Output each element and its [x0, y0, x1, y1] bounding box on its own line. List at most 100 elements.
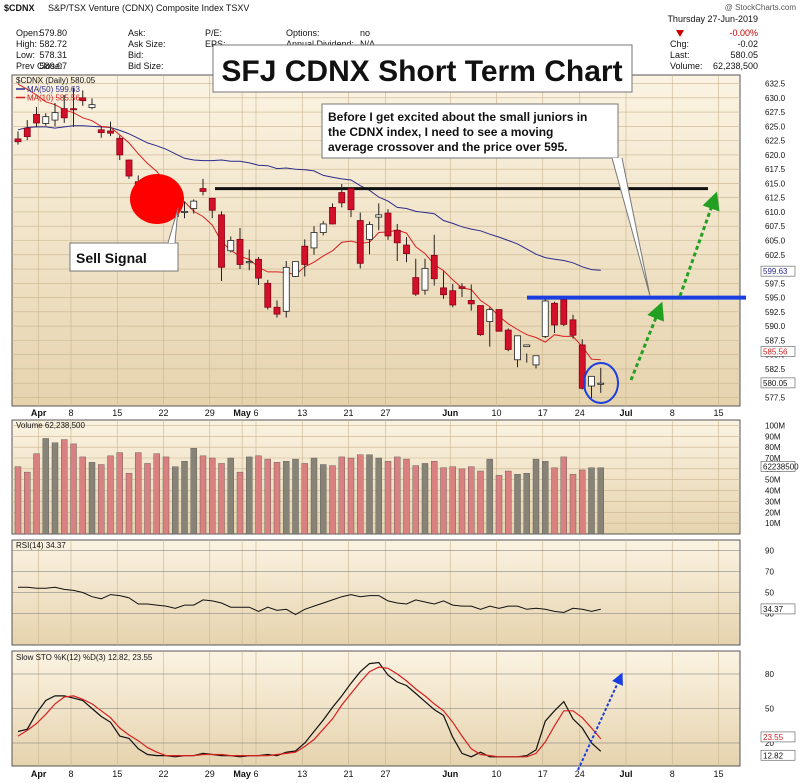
candle-body [458, 286, 466, 289]
note-box [321, 103, 619, 159]
x-tick-label: 21 [343, 408, 353, 418]
y-tick-label: 90M [765, 432, 781, 441]
candle-body [440, 287, 447, 296]
y-tick-label: 605.0 [765, 237, 786, 246]
volume-bar [347, 457, 355, 535]
candle-body [51, 112, 59, 121]
y-tick-label: 582.5 [765, 365, 786, 374]
last-label: Last: [670, 50, 690, 60]
volume-bar [320, 464, 327, 535]
x-tick-label: 13 [297, 408, 307, 418]
volume-bar [246, 456, 253, 535]
x-tick-label: 8 [68, 408, 73, 418]
candle-body [597, 382, 605, 385]
last-value: 580.05 [730, 50, 758, 60]
ma10-value-tag-box [760, 346, 796, 357]
y-tick-label: 630.0 [765, 94, 786, 103]
y-tick-label: 70M [765, 454, 781, 463]
volume-bar [532, 458, 540, 535]
volume-bar [329, 465, 336, 535]
options-label: Options: [286, 28, 320, 38]
y-tick-label: 592.5 [765, 308, 786, 317]
y-tick-label: 90 [765, 547, 774, 556]
volume-bar [135, 452, 142, 535]
candle-body [403, 244, 410, 255]
stochastic-panel-title: Slow STO %K(12) %D(3) 12.82, 23.55 [16, 653, 153, 662]
chg-value: -0.02 [737, 39, 758, 49]
candle-body [569, 319, 577, 336]
volume-bar [514, 474, 521, 535]
volume-value-tag-box [760, 461, 796, 472]
y-tick-label: 100M [765, 421, 785, 430]
y-tick-label: 10M [765, 519, 781, 528]
projection-arrow-2 [678, 191, 720, 297]
x-tick-label: 15 [713, 408, 723, 418]
ma50-value-tag-box [760, 265, 796, 277]
y-tick-label: 20 [765, 739, 774, 748]
candle-body [366, 224, 373, 240]
options-value: no [360, 28, 370, 38]
note-line-3: average crossover and the price over 595… [328, 140, 567, 154]
x-tick-label: 8 [670, 769, 675, 779]
volume-bar [375, 457, 382, 535]
sell-signal-marker [130, 174, 184, 224]
sell-label: Sell Signal [76, 250, 147, 266]
candle-body [467, 300, 475, 305]
volume-bar [98, 464, 105, 535]
candle-body [282, 266, 290, 312]
candle-body [523, 344, 531, 348]
candle-body [273, 306, 281, 315]
open-label: Open: [16, 28, 41, 38]
candle-body [227, 240, 235, 252]
dividend-value: N/A [360, 39, 375, 49]
candle-body [551, 302, 558, 326]
high-label: High: [16, 39, 37, 49]
volume-bar [449, 466, 456, 535]
ask-label: Ask: [128, 28, 146, 38]
low-value: 578.31 [39, 50, 67, 60]
x-tick-label: Jun [442, 408, 458, 418]
volume-bar [61, 439, 68, 535]
x-tick-label: Jul [619, 408, 632, 418]
volume-bar [125, 473, 133, 535]
bid-label: Bid: [128, 50, 144, 60]
candle-body [107, 130, 114, 134]
volume-bar [51, 442, 59, 535]
price-panel-title: $CDNX (Daily) 580.05 [16, 76, 96, 85]
x-tick-label: May [233, 408, 251, 418]
volume-bar [551, 467, 558, 535]
volume-bar [79, 456, 86, 535]
candle-body [218, 214, 225, 268]
candle-body [33, 113, 40, 124]
candle-body [70, 108, 77, 111]
x-tick-label: 6 [253, 408, 258, 418]
open-value: 579.80 [39, 28, 67, 38]
x-tick-label: 24 [575, 408, 585, 418]
rsi-value-tag-box [760, 603, 796, 615]
high-value: 582.72 [39, 39, 67, 49]
candle-body [393, 229, 401, 244]
volume-bar [172, 466, 179, 535]
candle-body [560, 299, 568, 325]
y-tick-label: 615.0 [765, 179, 786, 188]
volume-bar [579, 469, 586, 535]
volume-panel-title: Volume 62,238,500 [16, 421, 85, 430]
watermark: @ StockCharts.com [725, 3, 797, 12]
pe-label: P/E: [205, 28, 222, 38]
chg-label: Chg: [670, 39, 689, 49]
y-tick-label: 587.5 [765, 336, 786, 345]
down-arrow-icon [676, 30, 684, 37]
prev-close-value: 580.07 [39, 61, 67, 71]
candle-body [199, 188, 207, 192]
y-tick-label: 625.0 [765, 122, 786, 131]
y-tick-label: 80 [765, 670, 774, 679]
header-symbol: $CDNX [4, 3, 35, 13]
volume-bar [560, 456, 567, 535]
volume-bar [107, 455, 114, 535]
stochastic-d-tag-box [760, 731, 796, 743]
volume-bar [357, 454, 364, 535]
volume-bar [523, 473, 530, 535]
x-tick-label: 13 [297, 769, 307, 779]
volume-bar [394, 456, 401, 535]
